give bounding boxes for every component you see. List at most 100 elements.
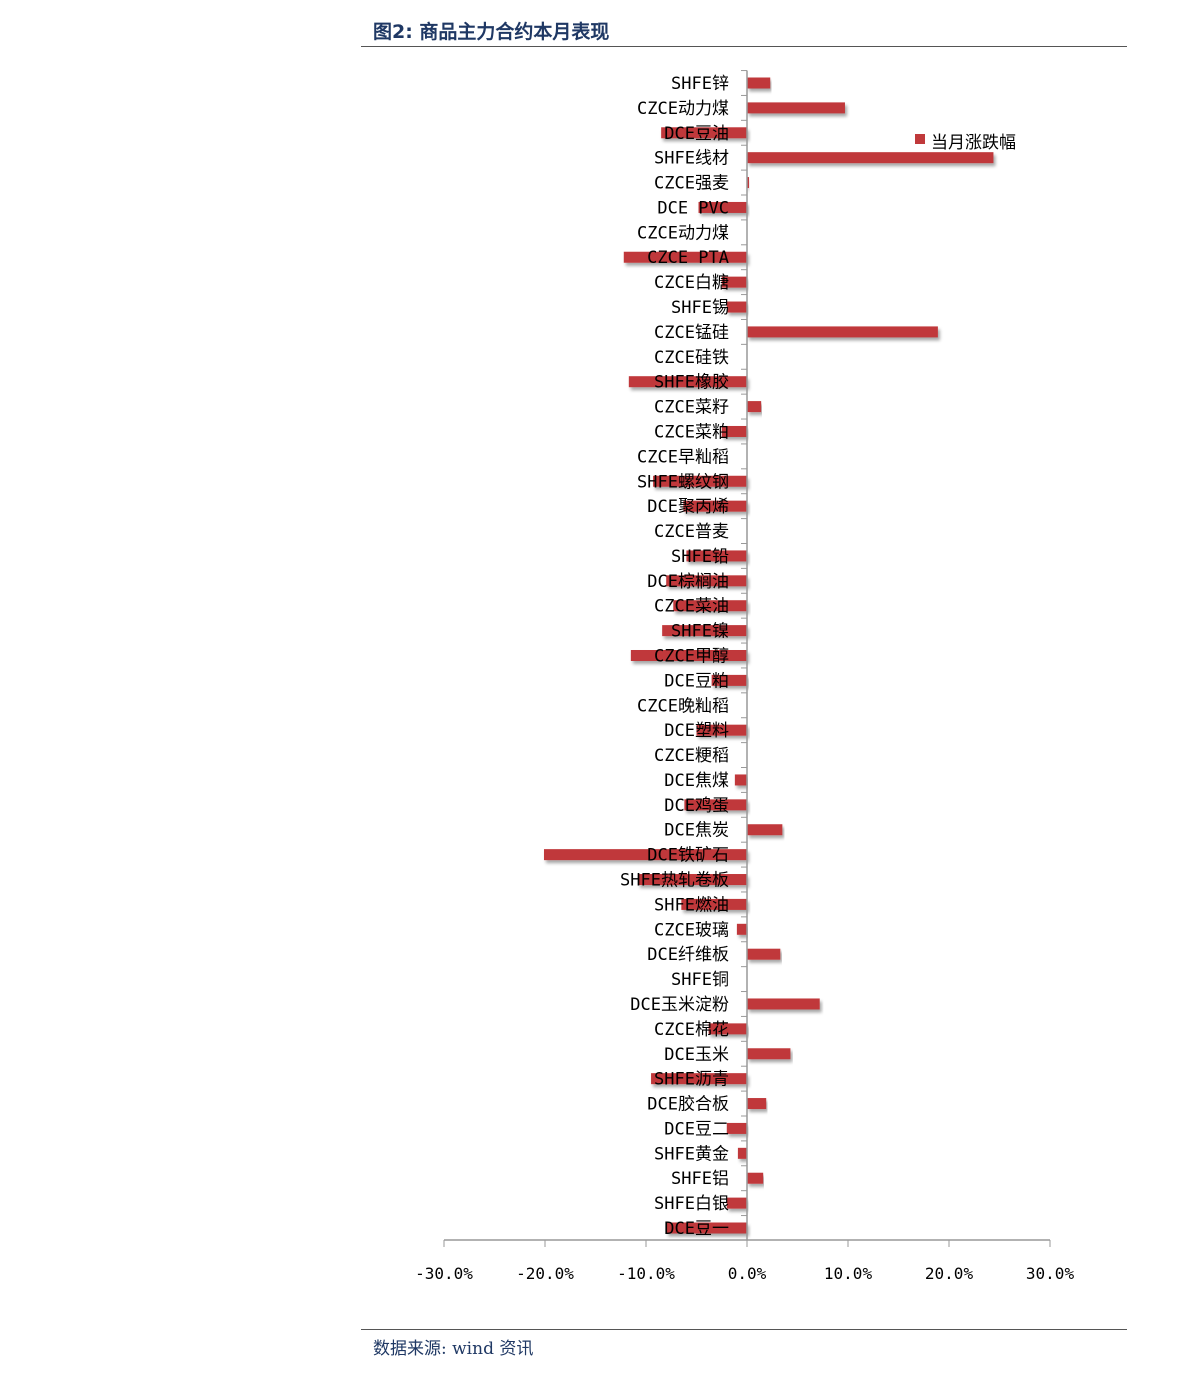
category-label: DCE豆一 [664, 1219, 729, 1239]
category-label: CZCE动力煤 [637, 223, 729, 243]
category-label: DCE豆粕 [664, 671, 729, 691]
category-label: DCE胶合板 [647, 1095, 729, 1115]
category-label: SHFE锌 [671, 74, 729, 94]
bar [747, 998, 820, 1010]
x-tick-label: -10.0% [617, 1264, 675, 1283]
figure-title: 图2: 商品主力合约本月表现 [373, 21, 610, 43]
x-tick-label: 20.0% [925, 1264, 974, 1283]
bar [747, 1098, 767, 1110]
category-label: SHFE铅 [671, 547, 729, 567]
bar [630, 650, 747, 661]
category-label: SHFE沥青 [654, 1070, 729, 1090]
legend-label: 当月涨跌幅 [931, 133, 1016, 153]
bar [666, 575, 747, 587]
category-label: CZCE甲醇 [654, 647, 729, 667]
category-label: SHFE热轧卷板 [620, 871, 729, 891]
bar [673, 600, 747, 612]
bar [637, 874, 747, 886]
bar [747, 177, 750, 189]
category-label: DCE鸡蛋 [664, 796, 729, 816]
bar [721, 276, 747, 288]
bar [747, 152, 994, 164]
bar [747, 401, 762, 413]
category-label: DCE铁矿石 [647, 846, 729, 866]
legend-swatch [915, 134, 925, 144]
category-label: CZCE动力煤 [637, 99, 729, 119]
category-label: SHFE黄金 [654, 1144, 729, 1164]
category-label: DCE豆二 [664, 1119, 729, 1139]
category-label: DCE PVC [657, 198, 729, 218]
category-label: CZCE普麦 [654, 522, 729, 542]
category-label: DCE纤维板 [647, 945, 729, 965]
category-label: SHFE铜 [671, 970, 729, 990]
category-label: DCE焦炭 [664, 821, 729, 841]
category-label: SHFE铝 [671, 1169, 729, 1189]
category-label: DCE塑料 [664, 721, 729, 741]
bar [747, 102, 845, 114]
category-label: DCE聚丙烯 [647, 497, 729, 517]
category-label: SHFE线材 [654, 149, 729, 169]
category-label: DCE豆油 [664, 124, 729, 144]
category-label: SHFE螺纹钢 [637, 472, 729, 492]
bar [653, 475, 747, 487]
category-label: CZCE棉花 [654, 1020, 729, 1040]
category-label: DCE焦煤 [664, 771, 729, 791]
category-label: CZCE菜籽 [654, 398, 729, 418]
category-label: CZCE菜粕 [654, 422, 729, 442]
bar [726, 301, 747, 313]
category-label: CZCE白糖 [654, 273, 729, 293]
category-label: CZCE硅铁 [654, 348, 729, 368]
source-note: 数据来源: wind 资讯 [373, 1339, 534, 1359]
category-label: CZCE晚籼稻 [637, 696, 729, 716]
bar [726, 1122, 747, 1134]
bar [737, 1147, 747, 1159]
bar [661, 127, 747, 139]
category-label: SHFE镍 [671, 622, 729, 642]
bar [696, 724, 747, 736]
x-tick-label: 30.0% [1026, 1264, 1075, 1283]
legend: 当月涨跌幅 [915, 133, 1016, 153]
bar [543, 849, 747, 861]
bar [683, 500, 747, 512]
bar [684, 799, 747, 811]
bar [747, 77, 771, 89]
bar [747, 326, 938, 338]
bar [681, 898, 747, 910]
category-label: SHFE白银 [654, 1194, 729, 1214]
category-label: SHFE锡 [671, 298, 729, 318]
category-label: SHFE橡胶 [654, 373, 729, 393]
bar [726, 1197, 747, 1209]
category-label: DCE玉米淀粉 [630, 995, 729, 1015]
x-tick-label: 0.0% [728, 1264, 767, 1283]
category-label: CZCE玻璃 [654, 920, 729, 940]
bottom-rule [361, 1329, 1127, 1330]
x-tick-label: -20.0% [516, 1264, 574, 1283]
category-label: CZCE强麦 [654, 174, 729, 194]
category-label: CZCE PTA [647, 248, 729, 268]
bar [708, 1023, 747, 1035]
category-label: SHFE燃油 [654, 895, 729, 915]
category-label: DCE玉米 [664, 1045, 729, 1065]
bar [666, 1222, 747, 1234]
bar [628, 376, 747, 388]
bar [662, 625, 747, 637]
bar [711, 674, 747, 686]
top-rule [361, 46, 1127, 47]
bar [747, 1048, 791, 1060]
x-tick-label: -30.0% [415, 1264, 473, 1283]
bar [736, 923, 747, 935]
bar [651, 1073, 747, 1085]
category-label: CZCE菜油 [654, 597, 729, 617]
bar [686, 550, 747, 562]
category-label: CZCE早籼稻 [637, 447, 729, 467]
category-label: CZCE锰硅 [654, 323, 729, 343]
bar [721, 425, 747, 437]
bar [734, 774, 747, 786]
bar [747, 1172, 764, 1184]
category-label: CZCE粳稻 [654, 746, 729, 766]
x-tick-label: 10.0% [824, 1264, 873, 1283]
category-label: DCE棕榈油 [647, 572, 729, 592]
bar [623, 251, 747, 263]
bar [747, 824, 783, 836]
